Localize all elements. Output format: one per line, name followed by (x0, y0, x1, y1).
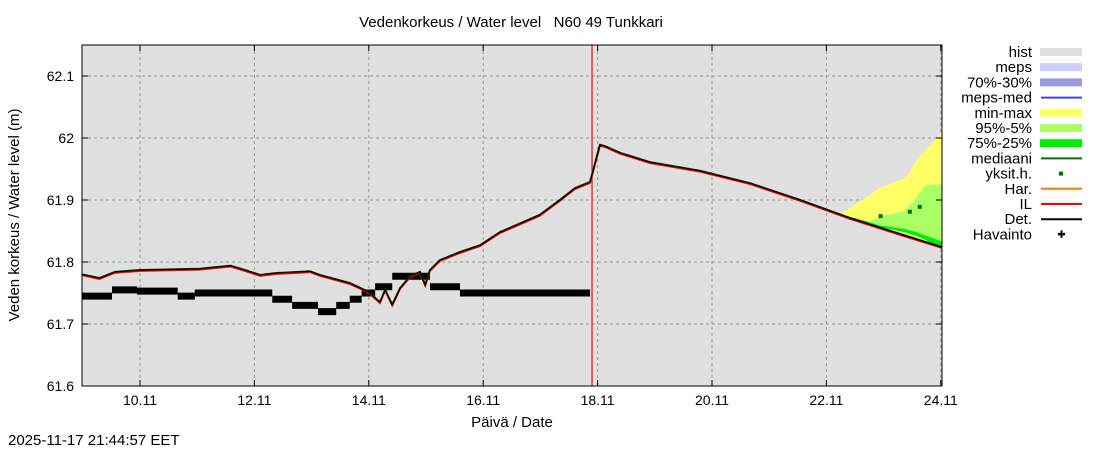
x-tick-label: 20.11 (695, 392, 729, 408)
legend-label: Har. (1004, 181, 1032, 198)
legend-label: hist (1009, 44, 1033, 61)
x-tick-label: 12.11 (237, 392, 271, 408)
x-tick-label: 22.11 (809, 392, 843, 408)
chart-title: Vedenkorkeus / Water level N60 49 Tunkka… (359, 14, 663, 31)
legend-swatch (1040, 139, 1082, 148)
y-tick-label: 61.9 (47, 192, 74, 208)
y-axis-label: Veden korkeus / Water level (m) (6, 109, 23, 322)
plot-frame (81, 44, 943, 387)
y-tick-label: 61.6 (47, 378, 74, 394)
legend-label: min-max (974, 105, 1032, 122)
legend-label: 70%-30% (967, 74, 1032, 91)
x-axis-label: Päivä / Date (471, 414, 553, 431)
legend-swatch (1040, 48, 1082, 56)
legend-label: 75%-25% (967, 135, 1032, 152)
x-tick-label: 18.11 (581, 392, 615, 408)
det-line (81, 144, 943, 307)
axis-ticks: 10.11 12.11 14.11 16.11 18.11 20.11 22.11 24.11… (47, 45, 958, 408)
legend-swatch (1040, 78, 1082, 87)
legend-label: meps (995, 59, 1032, 76)
series-lines (81, 45, 943, 386)
x-tick-label: 10.11 (123, 392, 157, 408)
legend-label: mediaani (971, 150, 1032, 167)
x-tick-label: 16.11 (466, 392, 500, 408)
legend-swatch (1040, 124, 1082, 132)
plot-background (82, 45, 942, 386)
legend-swatch (1058, 230, 1065, 238)
legend-label: Det. (1004, 211, 1032, 228)
single-member-point (878, 214, 883, 219)
legend: histmeps70%-30%meps-medmin-max95%-5%75%-… (961, 44, 1082, 243)
single-member-point (917, 204, 922, 209)
legend-swatch (1040, 63, 1082, 72)
y-tick-label: 62 (58, 130, 74, 146)
y-tick-label: 61.7 (47, 316, 74, 332)
x-tick-label: 14.11 (352, 392, 386, 408)
legend-swatch (1040, 108, 1082, 117)
y-tick-label: 61.8 (47, 254, 74, 270)
legend-label: yksit.h. (985, 166, 1032, 183)
single-member-point (907, 209, 912, 214)
legend-label: Havainto (973, 226, 1032, 243)
timestamp: 2025-11-17 21:44:57 EET (8, 432, 180, 449)
legend-label: meps-med (961, 90, 1032, 107)
y-tick-label: 62.1 (47, 68, 74, 84)
legend-label: 95%-5% (975, 120, 1032, 137)
legend-swatch (1059, 171, 1063, 176)
x-tick-label: 24.11 (924, 392, 958, 408)
legend-label: IL (1019, 196, 1032, 213)
